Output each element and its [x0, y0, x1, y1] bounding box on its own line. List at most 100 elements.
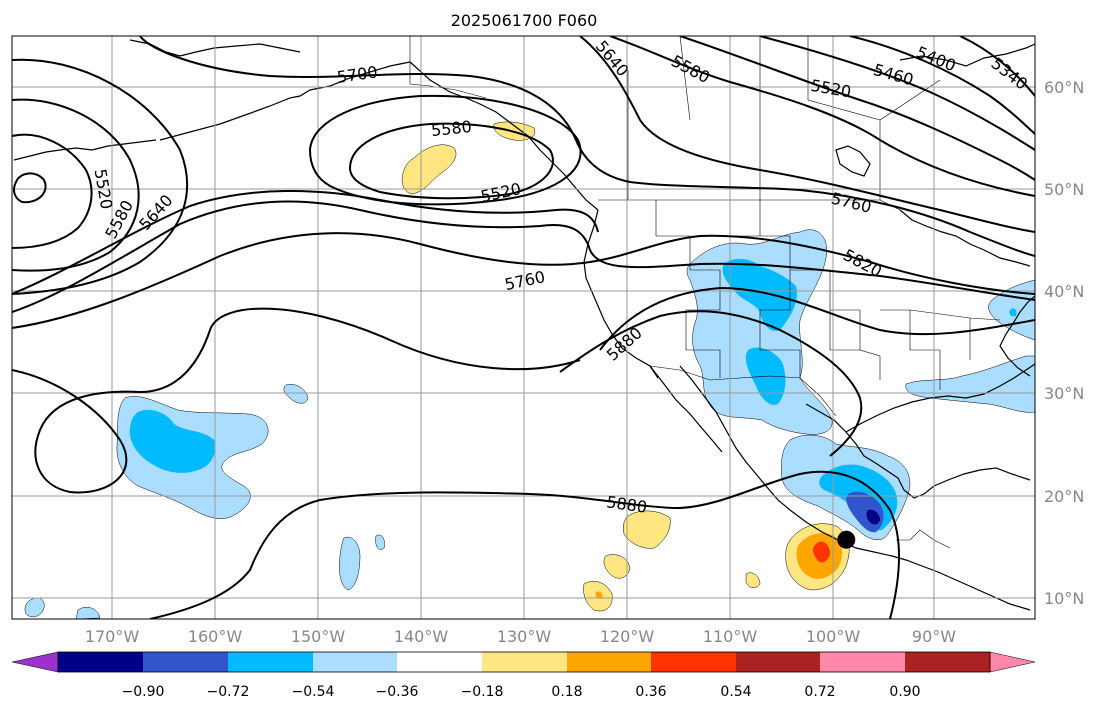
border-layer [409, 36, 1001, 549]
coast-us-east [999, 295, 1035, 377]
shade-east-pacific-orange-dot [595, 591, 603, 599]
contour-band-1 [12, 200, 1035, 313]
colorbar-extend-high [989, 651, 1036, 673]
shade-east-pacific-positive-1 [622, 510, 671, 549]
colorbar-segment [143, 652, 228, 672]
contour-band-2 [12, 190, 599, 295]
colorbar-frame [57, 651, 991, 673]
lat-tick-label: 60°N [1044, 78, 1084, 97]
coast-baja [649, 365, 723, 453]
colorbar-extend-low [11, 651, 59, 673]
border-us-states-3 [759, 200, 860, 378]
colorbar-tick-label: 0.36 [635, 684, 666, 700]
colorbar: −0.90 −0.72 −0.54 −0.36 −0.18 0.18 0.36 … [11, 651, 1036, 700]
colorbar-tick-label: −0.72 [207, 684, 250, 700]
coast-canada-east [899, 209, 1031, 267]
gridlines [12, 36, 1035, 619]
contour-5580-north [609, 36, 1035, 197]
colorbar-tick-label: 0.90 [889, 684, 920, 700]
contour-5760 [12, 232, 1035, 329]
border-alaska-canada [409, 36, 487, 99]
lon-tick-label: 100°W [806, 627, 861, 646]
shade-storm-positive-core [813, 541, 830, 563]
shade-south-patch-2 [375, 534, 385, 550]
lat-tick-label: 50°N [1044, 180, 1084, 199]
shade-southwest-patch-2 [75, 607, 101, 619]
contour-5520-low [348, 122, 554, 200]
lat-tick-label: 30°N [1044, 384, 1084, 403]
shade-gulf-alaska-positive [401, 144, 457, 195]
lon-tick-label: 140°W [394, 627, 449, 646]
storm-center-marker [837, 530, 856, 549]
shade-central-pacific-mid [129, 409, 216, 473]
colorbar-tick-label: −0.36 [376, 684, 419, 700]
coast-aleutian-west [13, 139, 157, 161]
shade-small-east [1009, 308, 1017, 317]
colorbar-segment [651, 652, 736, 672]
shade-south-patch-1 [339, 536, 361, 591]
contour-label: 5580 [430, 117, 472, 140]
contour-5520-west [13, 172, 47, 204]
lon-tick-label: 160°W [188, 627, 243, 646]
colorbar-tick-label: 0.18 [551, 684, 582, 700]
contour-5820 [599, 286, 1035, 351]
coast-bering-islands [129, 39, 301, 57]
lon-tick-label: 130°W [497, 627, 552, 646]
contour-5880-east [559, 310, 863, 457]
shading-layer [24, 121, 1035, 619]
colorbar-segment [58, 652, 143, 672]
contour-5340 [959, 36, 1035, 97]
shade-east-pacific-positive-2 [603, 554, 631, 579]
colorbar-segment [905, 652, 990, 672]
contour-5700 [139, 36, 1035, 257]
lon-tick-label: 150°W [291, 627, 346, 646]
figure-title: 2025061700 F060 [451, 11, 598, 30]
shade-western-us-mid [722, 258, 797, 331]
colorbar-tick-label: −0.90 [122, 684, 165, 700]
map-panel: 5700 5640 5580 5460 5400 5340 5520 5580 … [11, 35, 1036, 620]
shade-hawaii-patch [283, 384, 309, 404]
lon-tick-label: 170°W [85, 627, 140, 646]
contour-5580-west [12, 98, 140, 272]
contour-5520-west-outer [12, 133, 93, 249]
contour-5880-loop [12, 307, 581, 494]
colorbar-segment [820, 652, 905, 672]
contour-5460 [759, 36, 1035, 151]
shade-mexico-core [866, 509, 880, 525]
coast-gulf-california [679, 365, 1031, 611]
contour-5400 [849, 36, 1035, 135]
border-us-states-2 [720, 235, 881, 380]
lon-tick-label: 120°W [600, 627, 655, 646]
map-frame [11, 35, 1036, 620]
colorbar-segment [736, 652, 820, 672]
lat-tick-label: 10°N [1044, 589, 1084, 608]
colorbar-segment [397, 652, 482, 672]
shade-east-pacific-positive-4 [745, 572, 761, 588]
height-contours [12, 36, 1035, 619]
colorbar-segment [482, 652, 567, 672]
lat-tick-label: 20°N [1044, 487, 1084, 506]
border-canada-provinces [627, 36, 941, 200]
longitude-axis: 170°W 160°W 150°W 140°W 130°W 120°W 110°… [85, 627, 956, 646]
coast-arctic-islands [899, 43, 1035, 67]
contour-5640-west [12, 58, 188, 295]
coast-us-gulf [845, 363, 1035, 433]
colorbar-segment [313, 652, 397, 672]
contour-5880-south [149, 470, 901, 619]
border-us-states-1 [655, 200, 721, 378]
shade-western-us-light [686, 229, 833, 435]
colorbar-tick-label: 0.54 [720, 684, 751, 700]
contour-5580-low-outer [308, 94, 582, 206]
coast-hudson-bay [835, 145, 871, 177]
border-us-states-4 [880, 309, 1001, 390]
lon-tick-label: 90°W [912, 627, 956, 646]
colorbar-tick-label: 0.72 [804, 684, 835, 700]
colorbar-segment [228, 652, 313, 672]
colorbar-tick-label: −0.18 [461, 684, 504, 700]
lon-tick-label: 110°W [703, 627, 758, 646]
coast-gulf-of-alaska [409, 61, 599, 211]
coastline-layer [13, 39, 1035, 611]
border-central-america [896, 529, 951, 549]
colorbar-tick-label: −0.54 [292, 684, 335, 700]
